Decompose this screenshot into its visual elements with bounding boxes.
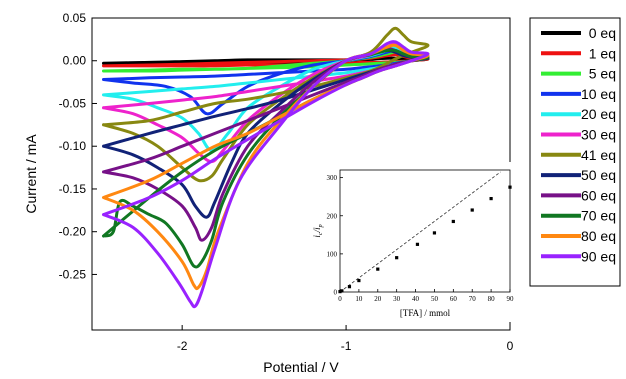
inset-data-point xyxy=(415,242,420,246)
y-tick-label: -0.05 xyxy=(59,96,87,110)
inset-y-label-main: i xyxy=(312,235,322,238)
inset-plot-frame xyxy=(339,169,511,293)
inset-x-tick-label: 70 xyxy=(469,295,477,303)
inset-x-tick-label: 40 xyxy=(412,295,420,303)
inset-x-tick-label: 60 xyxy=(450,295,458,303)
inset-data-group xyxy=(338,171,512,294)
inset-y-tick-label: 100 xyxy=(327,250,338,258)
series-line-90-eq xyxy=(102,40,430,309)
legend-label: 41 eq xyxy=(581,147,616,163)
legend-label: 20 eq xyxy=(581,106,616,122)
legend-label: 60 eq xyxy=(581,187,616,203)
inset-background xyxy=(307,162,523,322)
inset-plot: 0 10 20 30 40 50 60 70 80 90 0 100 200 300 [TFA] / mm… xyxy=(307,162,523,322)
legend-label: 0 eq xyxy=(589,25,616,41)
inset-x-tick-label: 50 xyxy=(431,295,439,303)
series-line-50-eq xyxy=(102,48,430,219)
legend-label: 50 eq xyxy=(581,167,616,183)
inset-data-point xyxy=(376,267,380,271)
inset-data-point xyxy=(395,256,399,260)
inset-x-tick-label: 30 xyxy=(393,295,401,303)
x-axis-title: Potential / V xyxy=(263,359,339,375)
inset-data-point xyxy=(470,208,474,212)
x-tick-label: -1 xyxy=(341,339,352,353)
inset-data-point xyxy=(432,231,437,235)
x-tick-label: -2 xyxy=(177,339,188,353)
inset-x-tick-label: 20 xyxy=(374,295,382,303)
y-tick-label: -0.20 xyxy=(59,225,87,239)
inset-x-tick-label: 0 xyxy=(338,295,342,303)
series-line-80-eq xyxy=(102,43,430,291)
series-line-41-eq xyxy=(102,26,430,183)
main-plot: -2 -1 0 0.05 0.00 -0.05 -0.10 -0.15 -0.20 -0.25 P… xyxy=(23,11,514,375)
inset-y-label-den-sub: p xyxy=(318,224,324,228)
inset-data-point xyxy=(451,219,455,224)
inset-data-point xyxy=(340,289,344,293)
inset-x-tick-label: 90 xyxy=(507,295,515,303)
inset-y-label-main-sub: c xyxy=(318,232,324,235)
inset-data-point xyxy=(357,278,361,283)
inset-data-point xyxy=(347,285,352,289)
inset-data-point xyxy=(338,290,342,294)
y-tick-label: -0.25 xyxy=(59,267,87,281)
inset-x-axis-title: [TFA] / mmol xyxy=(400,308,451,318)
legend-frame xyxy=(529,17,621,287)
series-line-20-eq xyxy=(102,46,430,152)
legend-label: 70 eq xyxy=(581,208,616,224)
legend-label: 90 eq xyxy=(581,248,616,264)
y-axis-title: Current / mA xyxy=(23,134,39,214)
inset-data-point xyxy=(489,196,493,201)
inset-y-tick-label: 300 xyxy=(327,174,338,182)
inset-y-tick-label: 0 xyxy=(334,289,338,297)
inset-y-label-sep: /i xyxy=(312,227,322,234)
y-tick-label: 0.05 xyxy=(63,11,87,25)
inset-y-tick-label: 200 xyxy=(327,212,338,220)
inset-x-tick-label: 10 xyxy=(355,295,363,303)
inset-x-tick-label: 80 xyxy=(488,295,496,303)
legend-items: 0 eq 1 eq 5 eq 10 eq 20 eq 30 eq 41 eq 50 eq 60 … xyxy=(541,25,616,264)
inset-data-point xyxy=(508,185,512,189)
legend: 0 eq 1 eq 5 eq 10 eq 20 eq 30 eq 41 eq 50 eq 60 … xyxy=(529,17,621,287)
y-tick-label: -0.10 xyxy=(59,139,87,153)
legend-label: 5 eq xyxy=(589,66,616,82)
y-tick-label: -0.15 xyxy=(59,182,87,196)
legend-label: 10 eq xyxy=(581,86,616,102)
inset-y-axis-title: ic/ip xyxy=(312,224,324,237)
x-tick-label: 0 xyxy=(507,339,514,353)
legend-label: 1 eq xyxy=(589,45,616,61)
y-tick-label: 0.00 xyxy=(63,54,87,68)
inset-fit-line xyxy=(339,171,501,293)
inset-axis-ticks: 0 10 20 30 40 50 60 70 80 90 0 100 200 300 xyxy=(327,174,515,303)
legend-label: 30 eq xyxy=(581,127,616,143)
main-axis-ticks: -2 -1 0 0.05 0.00 -0.05 -0.10 -0.15 -0.20 -0.25 xyxy=(59,11,514,353)
legend-label: 80 eq xyxy=(581,228,616,244)
main-series-group xyxy=(102,26,430,309)
